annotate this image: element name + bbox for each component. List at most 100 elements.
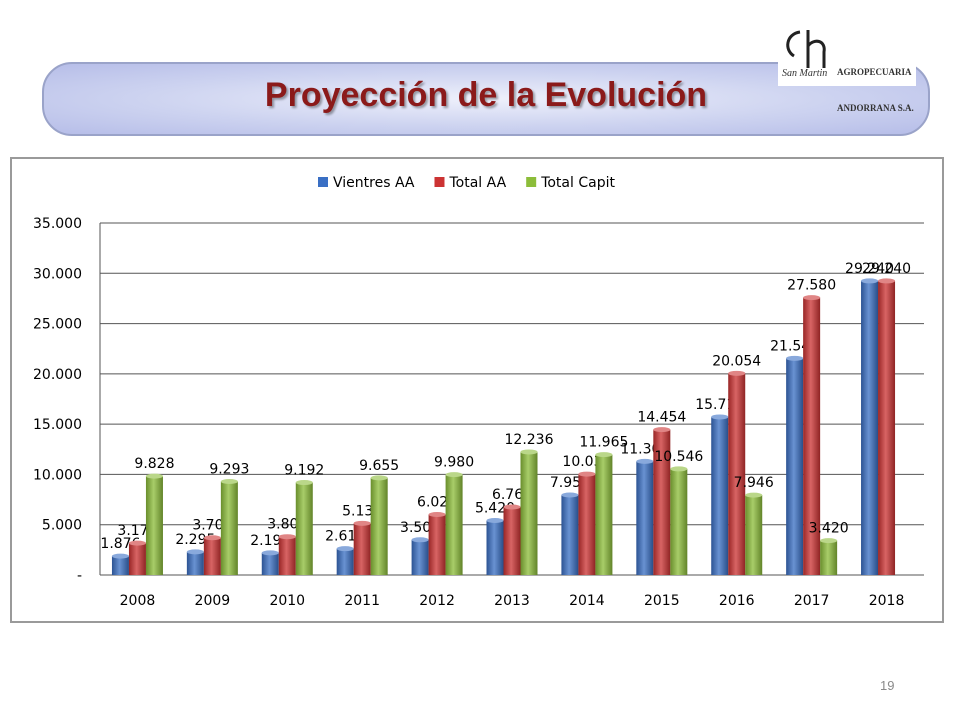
bar-top [670,466,688,472]
bar-top [861,278,879,284]
bar-total-aa [878,280,896,575]
bar-top [878,278,896,284]
bar-vientres-aa [636,461,654,575]
bar-top [370,475,388,481]
logo-line1: AGROPECUARIA [837,67,912,77]
bar-top [261,550,279,556]
y-tick-label: 25.000 [33,317,82,333]
y-tick-label: 20.000 [33,367,82,383]
page-number: 19 [880,678,895,693]
x-tick-label: 2015 [644,593,680,609]
data-label: 3.420 [809,521,849,537]
bar-vientres-aa [486,520,504,575]
bar-total-aa [653,429,671,575]
bar-top [520,449,538,455]
x-tick-label: 2017 [794,593,830,609]
y-tick-label: 35.000 [33,216,82,232]
bar-top [336,546,354,552]
bar-total-capit [670,468,688,575]
bar-total-capit [520,451,538,575]
bar-total-capit [745,495,763,575]
bar-top [278,534,296,540]
data-label: 9.828 [134,456,174,472]
bar-total-aa [203,537,221,575]
bar-total-aa [503,506,521,575]
x-tick-label: 2008 [120,593,156,609]
bar-vientres-aa [411,539,429,575]
bar-top [820,538,838,544]
y-tick-label: 30.000 [33,266,82,282]
logo-script: San Martin [782,68,828,79]
legend-swatch [526,177,537,187]
bar-total-aa [578,474,596,575]
bar-total-aa [278,536,296,575]
bar-total-aa [428,514,446,575]
bar-total-capit [295,482,313,575]
bar-total-aa [353,523,371,575]
bar-top [186,549,204,555]
bar-top [503,504,521,510]
bar-top [745,492,763,498]
bar-top [295,480,313,486]
legend-label: Total AA [448,175,506,191]
bar-total-aa [803,297,821,575]
bar-top [786,355,804,361]
x-tick-label: 2016 [719,593,755,609]
bar-top [486,517,504,523]
bar-top [111,553,129,559]
data-label: 14.454 [637,410,686,426]
bar-top [653,427,671,433]
bar-total-capit [145,476,163,575]
bar-chart: - 5.000 10.000 15.000 20.000 25.000 30.000 35.0… [33,175,924,609]
legend-swatch [318,177,328,187]
bar-vientres-aa [561,495,579,575]
data-label: 9.192 [284,463,324,479]
x-tick-label: 2012 [419,593,455,609]
data-label: 12.236 [505,432,554,448]
bar-top [803,295,821,301]
x-tick-label: 2011 [344,593,380,609]
bar-vientres-aa [261,552,279,575]
bar-vientres-aa [336,548,354,575]
slide-title: Proyección de la Evolución [264,76,708,114]
bar-top [595,452,613,458]
data-label: 20.054 [712,353,761,369]
bar-vientres-aa [111,556,129,575]
x-tick-label: 2009 [195,593,231,609]
y-tick-label: 5.000 [42,518,82,534]
bar-top [411,537,429,543]
logo-line2: ANDORRANA S.A. [837,103,914,113]
bar-top [428,511,446,517]
legend-label: Vientres AA [333,175,415,191]
legend-label: Total Capit [540,175,615,191]
company-logo: AGROPECUARIA ANDORRANA S.A. San Martin [778,28,916,113]
logo-mark-icon [786,30,826,68]
y-tick-label: 15.000 [33,417,82,433]
bar-top [220,479,238,485]
data-label: 27.580 [787,278,836,294]
bar-top [711,414,729,420]
bar-top [128,540,146,546]
bar-total-capit [445,474,463,575]
bar-top [353,520,371,526]
bar-total-aa [728,373,746,575]
bar-top [203,535,221,541]
bar-vientres-aa [711,416,729,575]
bar-total-capit [595,454,613,575]
data-label: 9.655 [359,458,399,474]
logo-text: AGROPECUARIA ANDORRANA S.A. [837,42,914,138]
bar-top [578,471,596,477]
bar-vientres-aa [786,358,804,575]
data-label: 9.293 [209,462,249,478]
data-label: 29.240 [862,261,911,277]
y-tick-label: 10.000 [33,467,82,483]
data-label: 7.946 [734,475,774,491]
x-tick-label: 2013 [494,593,530,609]
bar-total-capit [220,481,238,575]
x-tick-label: 2018 [869,593,905,609]
bar-top [145,473,163,479]
bar-top [728,370,746,376]
bar-top [636,458,654,464]
x-tick-label: 2014 [569,593,605,609]
legend-swatch [434,177,445,187]
